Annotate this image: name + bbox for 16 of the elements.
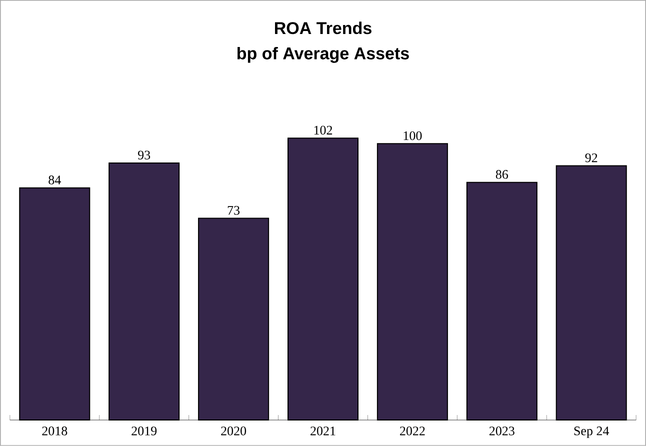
data-label: 93 bbox=[138, 150, 150, 160]
data-label: 86 bbox=[496, 170, 508, 179]
x-tick-label: 2020 bbox=[221, 426, 246, 436]
data-label: 102 bbox=[314, 126, 332, 135]
chart-title: ROA Trends bbox=[275, 22, 372, 34]
x-tick-label: 2022 bbox=[400, 426, 425, 436]
data-label: 84 bbox=[48, 176, 61, 184]
x-tick-label: Sep 24 bbox=[574, 426, 610, 438]
x-tick-label: 2023 bbox=[489, 426, 514, 436]
x-tick-label: 2021 bbox=[310, 426, 336, 436]
x-tick-label: 2019 bbox=[132, 426, 157, 436]
chart-subtitle: bp of Average Assets bbox=[237, 46, 409, 63]
data-label: 100 bbox=[404, 131, 422, 140]
data-label: 73 bbox=[228, 206, 240, 215]
x-tick-label: 2018 bbox=[42, 426, 68, 436]
data-label: 92 bbox=[585, 154, 598, 162]
